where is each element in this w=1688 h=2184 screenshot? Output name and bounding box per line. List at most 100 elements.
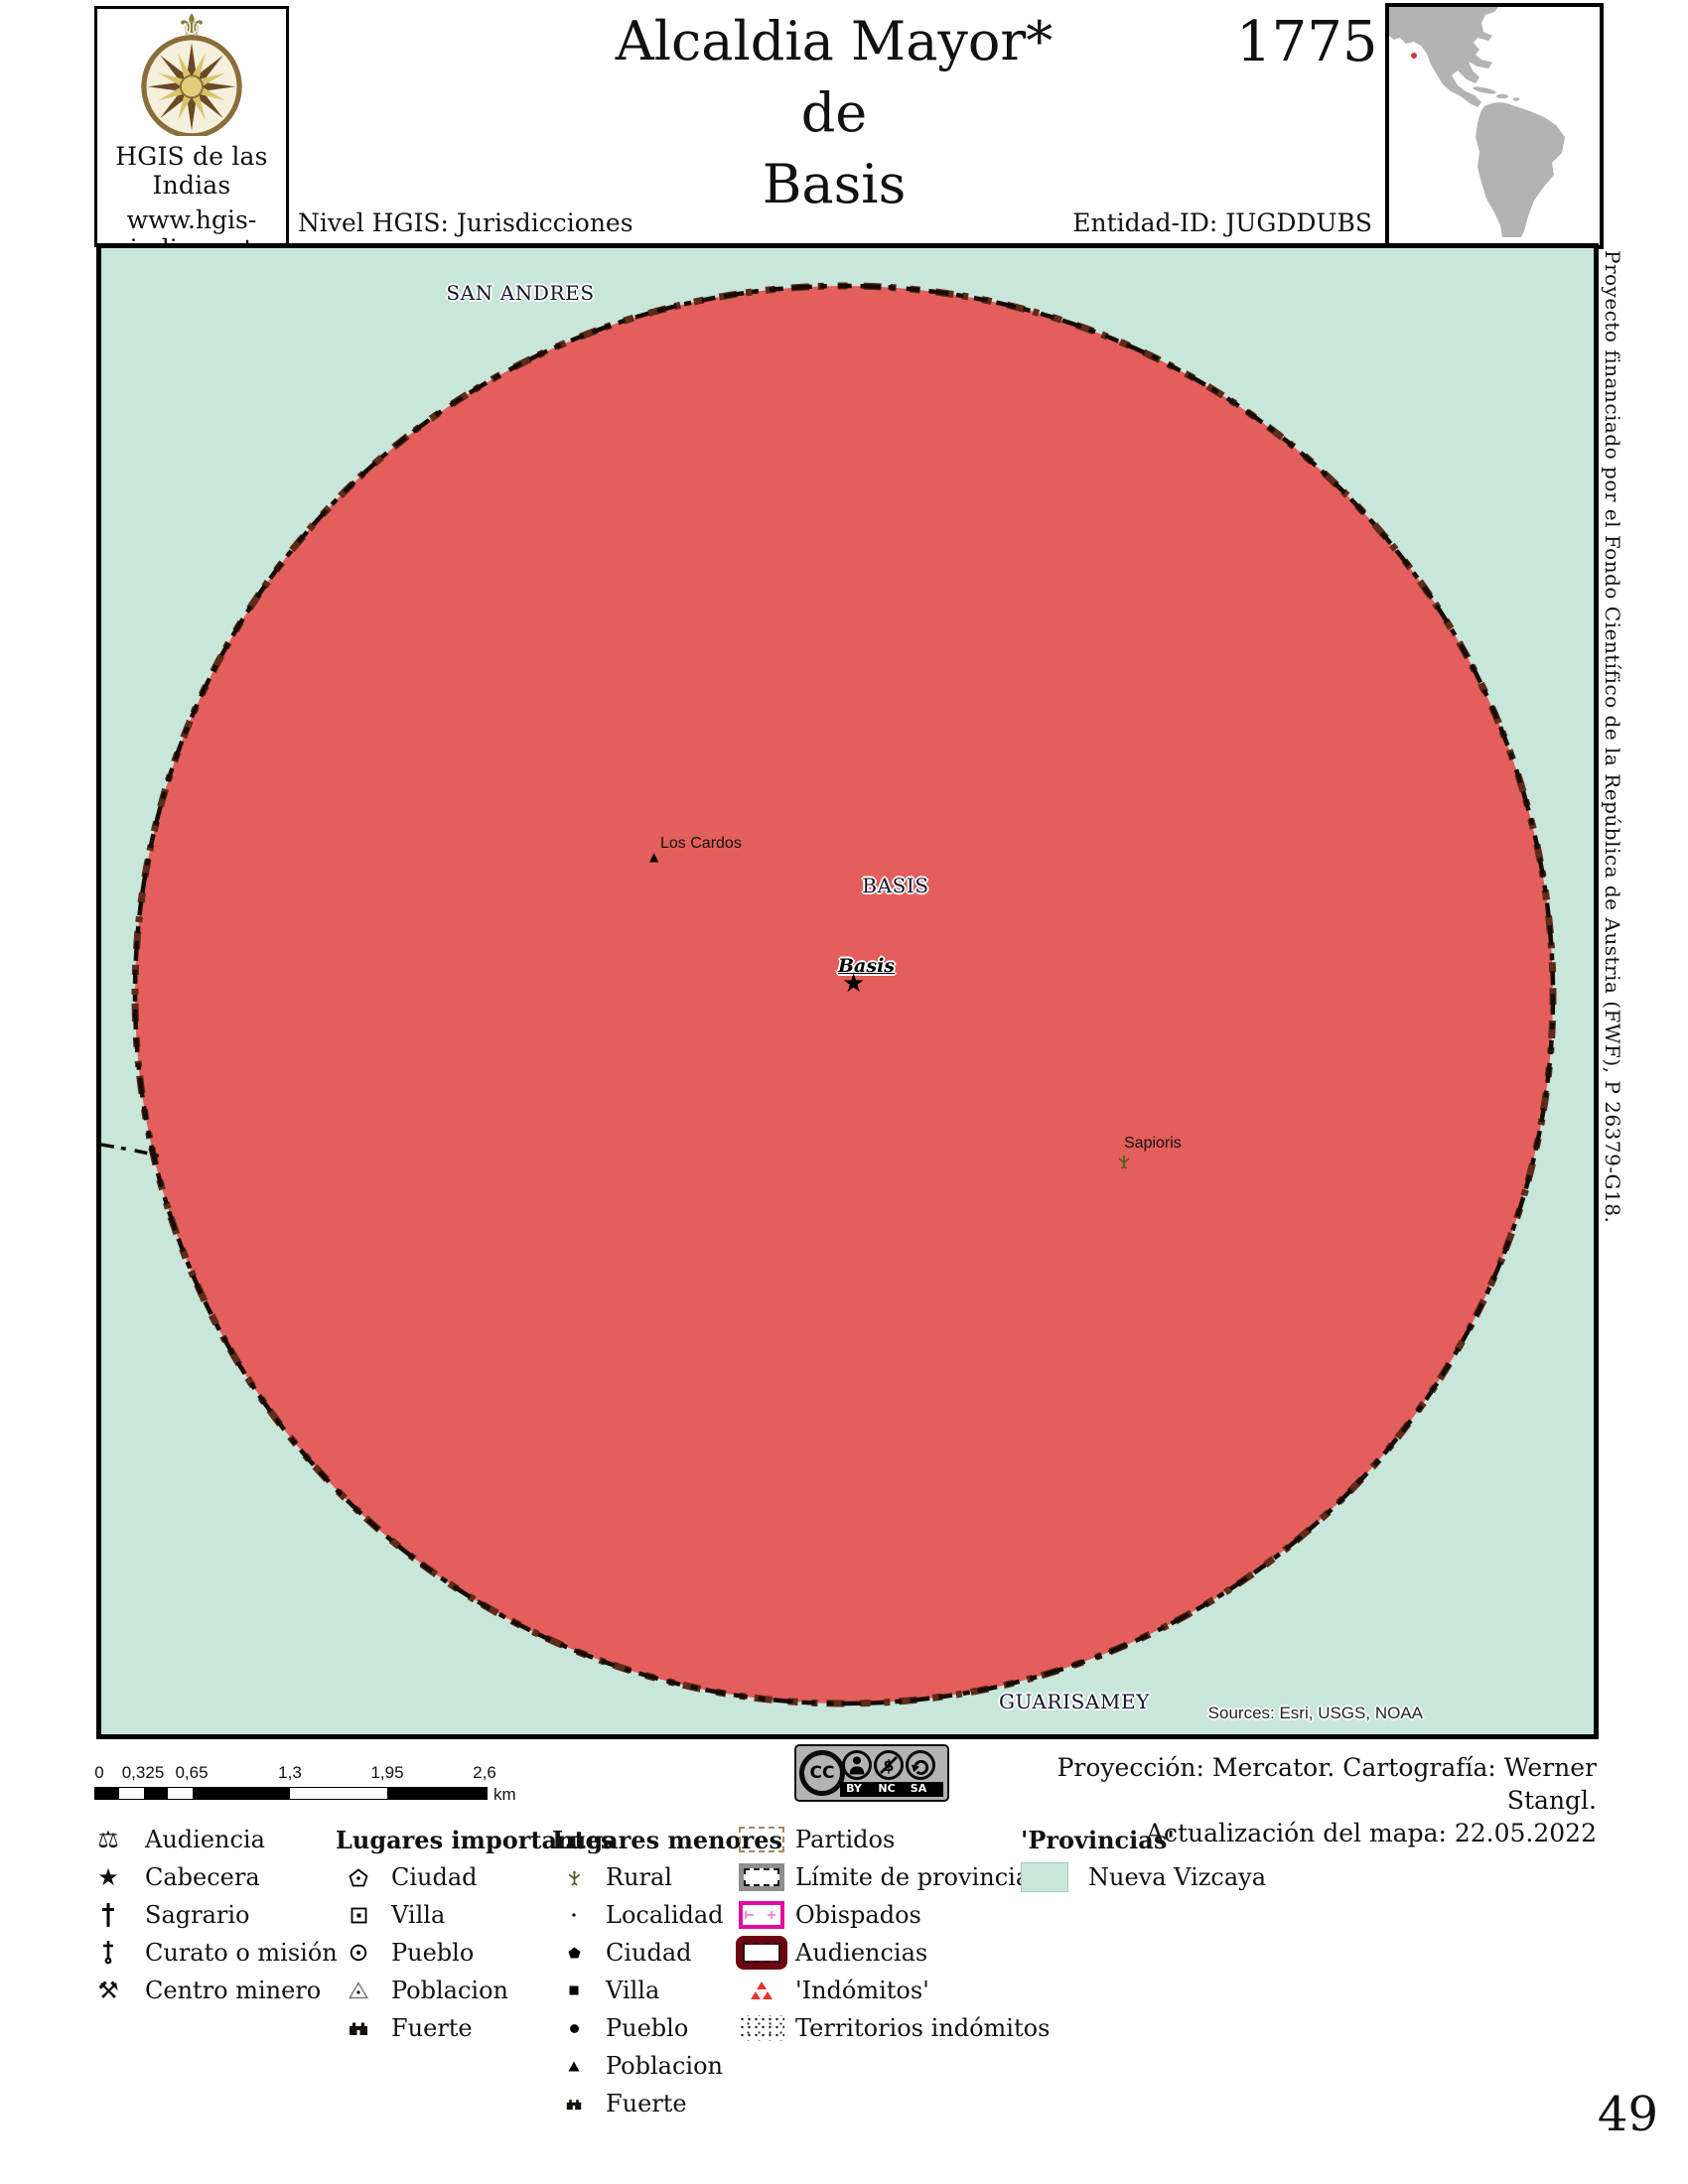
legend-item: Poblacion (552, 2047, 782, 2085)
legend-item: Localidad (552, 1896, 782, 1934)
cc-sa-icon (906, 1750, 935, 1780)
nueva-vizcaya-swatch (1021, 1862, 1080, 1892)
cabecera-star-marker: ★ (842, 969, 866, 999)
nivel-label: Nivel HGIS: Jurisdicciones (298, 208, 633, 237)
americas-locator-graphic (1389, 7, 1565, 237)
rural-plant-icon (552, 1869, 596, 1886)
compass-rose-logo: ⚜ (141, 7, 242, 139)
cc-by-label: BY (846, 1782, 862, 1795)
locator-map (1385, 3, 1604, 249)
hgis-logo-box: ⚜ HGIS de las Indias www.hgis-indias.net (94, 6, 289, 263)
legend-item: ⚒ Centro minero (81, 1972, 338, 2009)
projection-credit: Proyección: Mercator. Cartografía: Werne… (1056, 1753, 1597, 1815)
region-label-guarisamey: GUARISAMEY (998, 1690, 1151, 1713)
legend-item: Ciudad (552, 1934, 782, 1972)
place-label-los-cardos: Los Cardos (660, 835, 742, 852)
legend-item: 'Indómitos' (732, 1972, 1050, 2009)
circle-dot-icon (336, 1944, 381, 1962)
scale-tick: 1,3 (278, 1763, 302, 1782)
jurisdiction-map-graphic (101, 282, 1557, 1707)
title-line-2: de (800, 81, 868, 144)
mission-cross-icon (81, 1940, 135, 1966)
logo-title: HGIS de las Indias (115, 142, 268, 200)
legend-column-lugares-menores: Lugares menores Rural Localidad Ciudad V… (552, 1821, 782, 2122)
legend-item: Nueva Vizcaya (1021, 1858, 1266, 1896)
page-title: Alcaldia Mayor* de Basis (293, 6, 1375, 220)
territorios-indomitos-swatch (732, 2015, 791, 2041)
poblacion-triangle-marker: ▲ (649, 850, 659, 864)
scale-bar: 0 0,325 0,65 1,3 1,95 2,6 km (94, 1763, 551, 1809)
locator-highlight-dot (1411, 53, 1417, 59)
scale-tick: 0,325 (121, 1763, 165, 1782)
rural-marker (1118, 1155, 1130, 1169)
fort-icon (336, 2020, 381, 2036)
scale-unit: km (493, 1785, 516, 1804)
legend-item: ⚖ Audiencia (81, 1821, 338, 1858)
scales-icon: ⚖ (97, 1826, 119, 1853)
legend-item: Fuerte (552, 2085, 782, 2122)
legend-item: Rural (552, 1858, 782, 1896)
legend-column-provincias: 'Provincias' Nueva Vizcaya (1021, 1821, 1266, 1896)
circle-filled-icon (552, 2023, 596, 2034)
update-date: Actualización del mapa: 22.05.2022 (1145, 1819, 1597, 1847)
page-number: 49 (1597, 2087, 1658, 2142)
jurisdiction-boundary (132, 283, 1556, 1706)
sources-label: Sources: Esri, USGS, NOAA (1207, 1704, 1423, 1722)
square-filled-icon (552, 1985, 596, 1995)
legend-column-lugares-importantes: Lugares importantes Ciudad Villa Pueblo … (336, 1821, 614, 2047)
obispados-swatch (732, 1901, 791, 1929)
cross-icon (81, 1902, 135, 1928)
cc-license-badge: CC $ BY NC SA (794, 1744, 949, 1802)
legend-item: Curato o misión (81, 1934, 338, 1972)
legend-item: Pueblo (552, 2009, 782, 2047)
crossed-hammers-icon: ⚒ (97, 1977, 119, 2004)
legend-item: Fuerte (336, 2009, 614, 2047)
main-map: SAN ANDRES BASIS GUARISAMEY Los Cardos ▲… (96, 243, 1599, 1739)
square-dot-icon (336, 1907, 381, 1924)
legend-item: ★ Cabecera (81, 1858, 338, 1896)
cc-nc-label: NC (878, 1782, 896, 1795)
indomitos-swatch (732, 1979, 791, 2001)
legend-item: Poblacion (336, 1972, 614, 2009)
legend-item: Audiencias (732, 1934, 1050, 1972)
star-icon: ★ (97, 1863, 119, 1891)
cc-band: BY NC SA (840, 1782, 943, 1797)
legend-item: Villa (552, 1972, 782, 2009)
legend-item: Límite de provincia (732, 1858, 1050, 1896)
legend-item: Pueblo (336, 1934, 614, 1972)
legend-item: Obispados (732, 1896, 1050, 1934)
scale-tick: 2,6 (473, 1763, 496, 1782)
cabecera-label-basis: Basis (838, 955, 895, 977)
cc-icon: CC (799, 1750, 845, 1796)
legend-header: 'Provincias' (1021, 1825, 1175, 1854)
triangle-dot-icon (336, 1981, 381, 1999)
scale-tick: 0,65 (175, 1763, 209, 1782)
fort-small-icon (552, 2098, 596, 2111)
credits: Proyección: Mercator. Cartografía: Werne… (981, 1751, 1597, 1849)
region-label-san-andres: SAN ANDRES (446, 281, 595, 305)
small-dot-icon (552, 1911, 596, 1919)
legend-item: Sagrario (81, 1896, 338, 1934)
funding-note: Proyecto financiado por el Fondo Científ… (1601, 250, 1624, 1224)
place-label-sapioris: Sapioris (1124, 1135, 1182, 1152)
legend-column-symbols: ⚖ Audiencia ★ Cabecera Sagrario Curato o… (81, 1821, 338, 2009)
pentagon-dot-icon (336, 1867, 381, 1887)
legend-item: Partidos (732, 1821, 1050, 1858)
legend-item: Villa (336, 1896, 614, 1934)
legend-column-boundaries: Partidos Límite de provincia Obispados A… (732, 1821, 1050, 2047)
audiencias-swatch (732, 1936, 791, 1970)
title-line-1: Alcaldia Mayor* (615, 10, 1054, 72)
partidos-swatch (732, 1827, 791, 1852)
pentagon-filled-icon (552, 1947, 596, 1959)
cc-sa-label: SA (910, 1782, 927, 1795)
map-year: 1775 (1236, 10, 1378, 74)
triangle-filled-icon (552, 2061, 596, 2072)
entity-id-label: Entidad-ID: JUGDDUBS (1072, 208, 1372, 237)
legend-header: Lugares menores (552, 1825, 782, 1854)
legend-header: Lugares importantes (336, 1825, 615, 1854)
scale-tick: 0 (94, 1763, 104, 1782)
legend-item: Territorios indómitos (732, 2009, 1050, 2047)
region-label-basis: BASIS (862, 874, 929, 897)
title-line-3: Basis (762, 153, 907, 215)
